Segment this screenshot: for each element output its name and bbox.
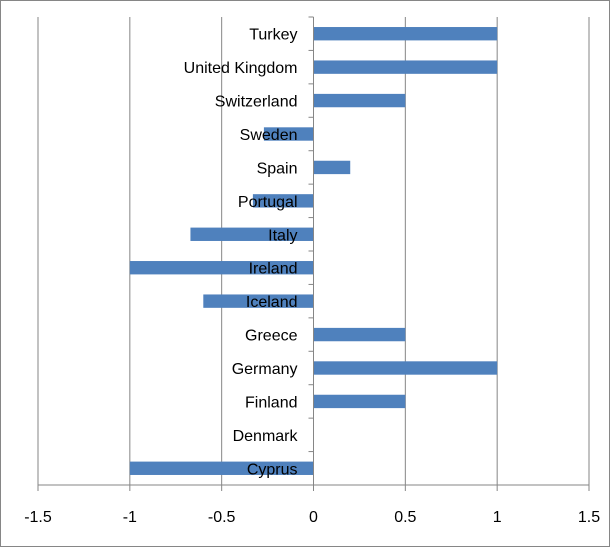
category-label: Ireland [249, 261, 298, 278]
bar-germany [313, 361, 498, 375]
bar-spain [313, 160, 351, 175]
bar-united-kingdom [313, 60, 498, 74]
category-label: Finland [245, 394, 297, 411]
category-label: Greece [245, 328, 298, 345]
category-label: Turkey [249, 27, 297, 44]
bar-iceland [203, 294, 314, 308]
category-label: Italy [268, 227, 297, 244]
category-label: Denmark [233, 428, 299, 445]
category-label: Portugal [238, 194, 298, 211]
bars [129, 27, 498, 475]
bar-sweden [263, 127, 314, 141]
x-tick-labels: -1.5 -1 -0.5 0 0.5 1 1.5 [24, 509, 600, 526]
bar-ireland [129, 261, 314, 275]
x-tick-label: -0.5 [208, 509, 236, 526]
x-tick-label: 0 [309, 509, 318, 526]
category-label: Sweden [240, 127, 298, 144]
bar-turkey [313, 27, 498, 41]
category-label: Cyprus [247, 461, 298, 478]
bar-finland [313, 394, 406, 409]
category-label: Spain [257, 160, 298, 177]
bar-portugal [252, 194, 314, 208]
x-tick-label: 0.5 [394, 509, 416, 526]
bar-greece [313, 327, 406, 342]
category-label: Germany [232, 361, 298, 378]
category-label: United Kingdom [184, 60, 298, 77]
bar-cyprus [129, 461, 314, 475]
category-label: Iceland [246, 294, 298, 311]
bar-italy [190, 227, 314, 241]
bar-switzerland [313, 93, 406, 108]
category-labels: Turkey United Kingdom Switzerland Sweden Spa… [184, 27, 299, 479]
category-label: Switzerland [215, 94, 298, 111]
x-tick-label: 1.5 [578, 509, 600, 526]
axes [37, 16, 590, 491]
x-tick-label: -1 [123, 509, 137, 526]
x-tick-label: -1.5 [24, 509, 52, 526]
x-tick-label: 1 [493, 509, 502, 526]
